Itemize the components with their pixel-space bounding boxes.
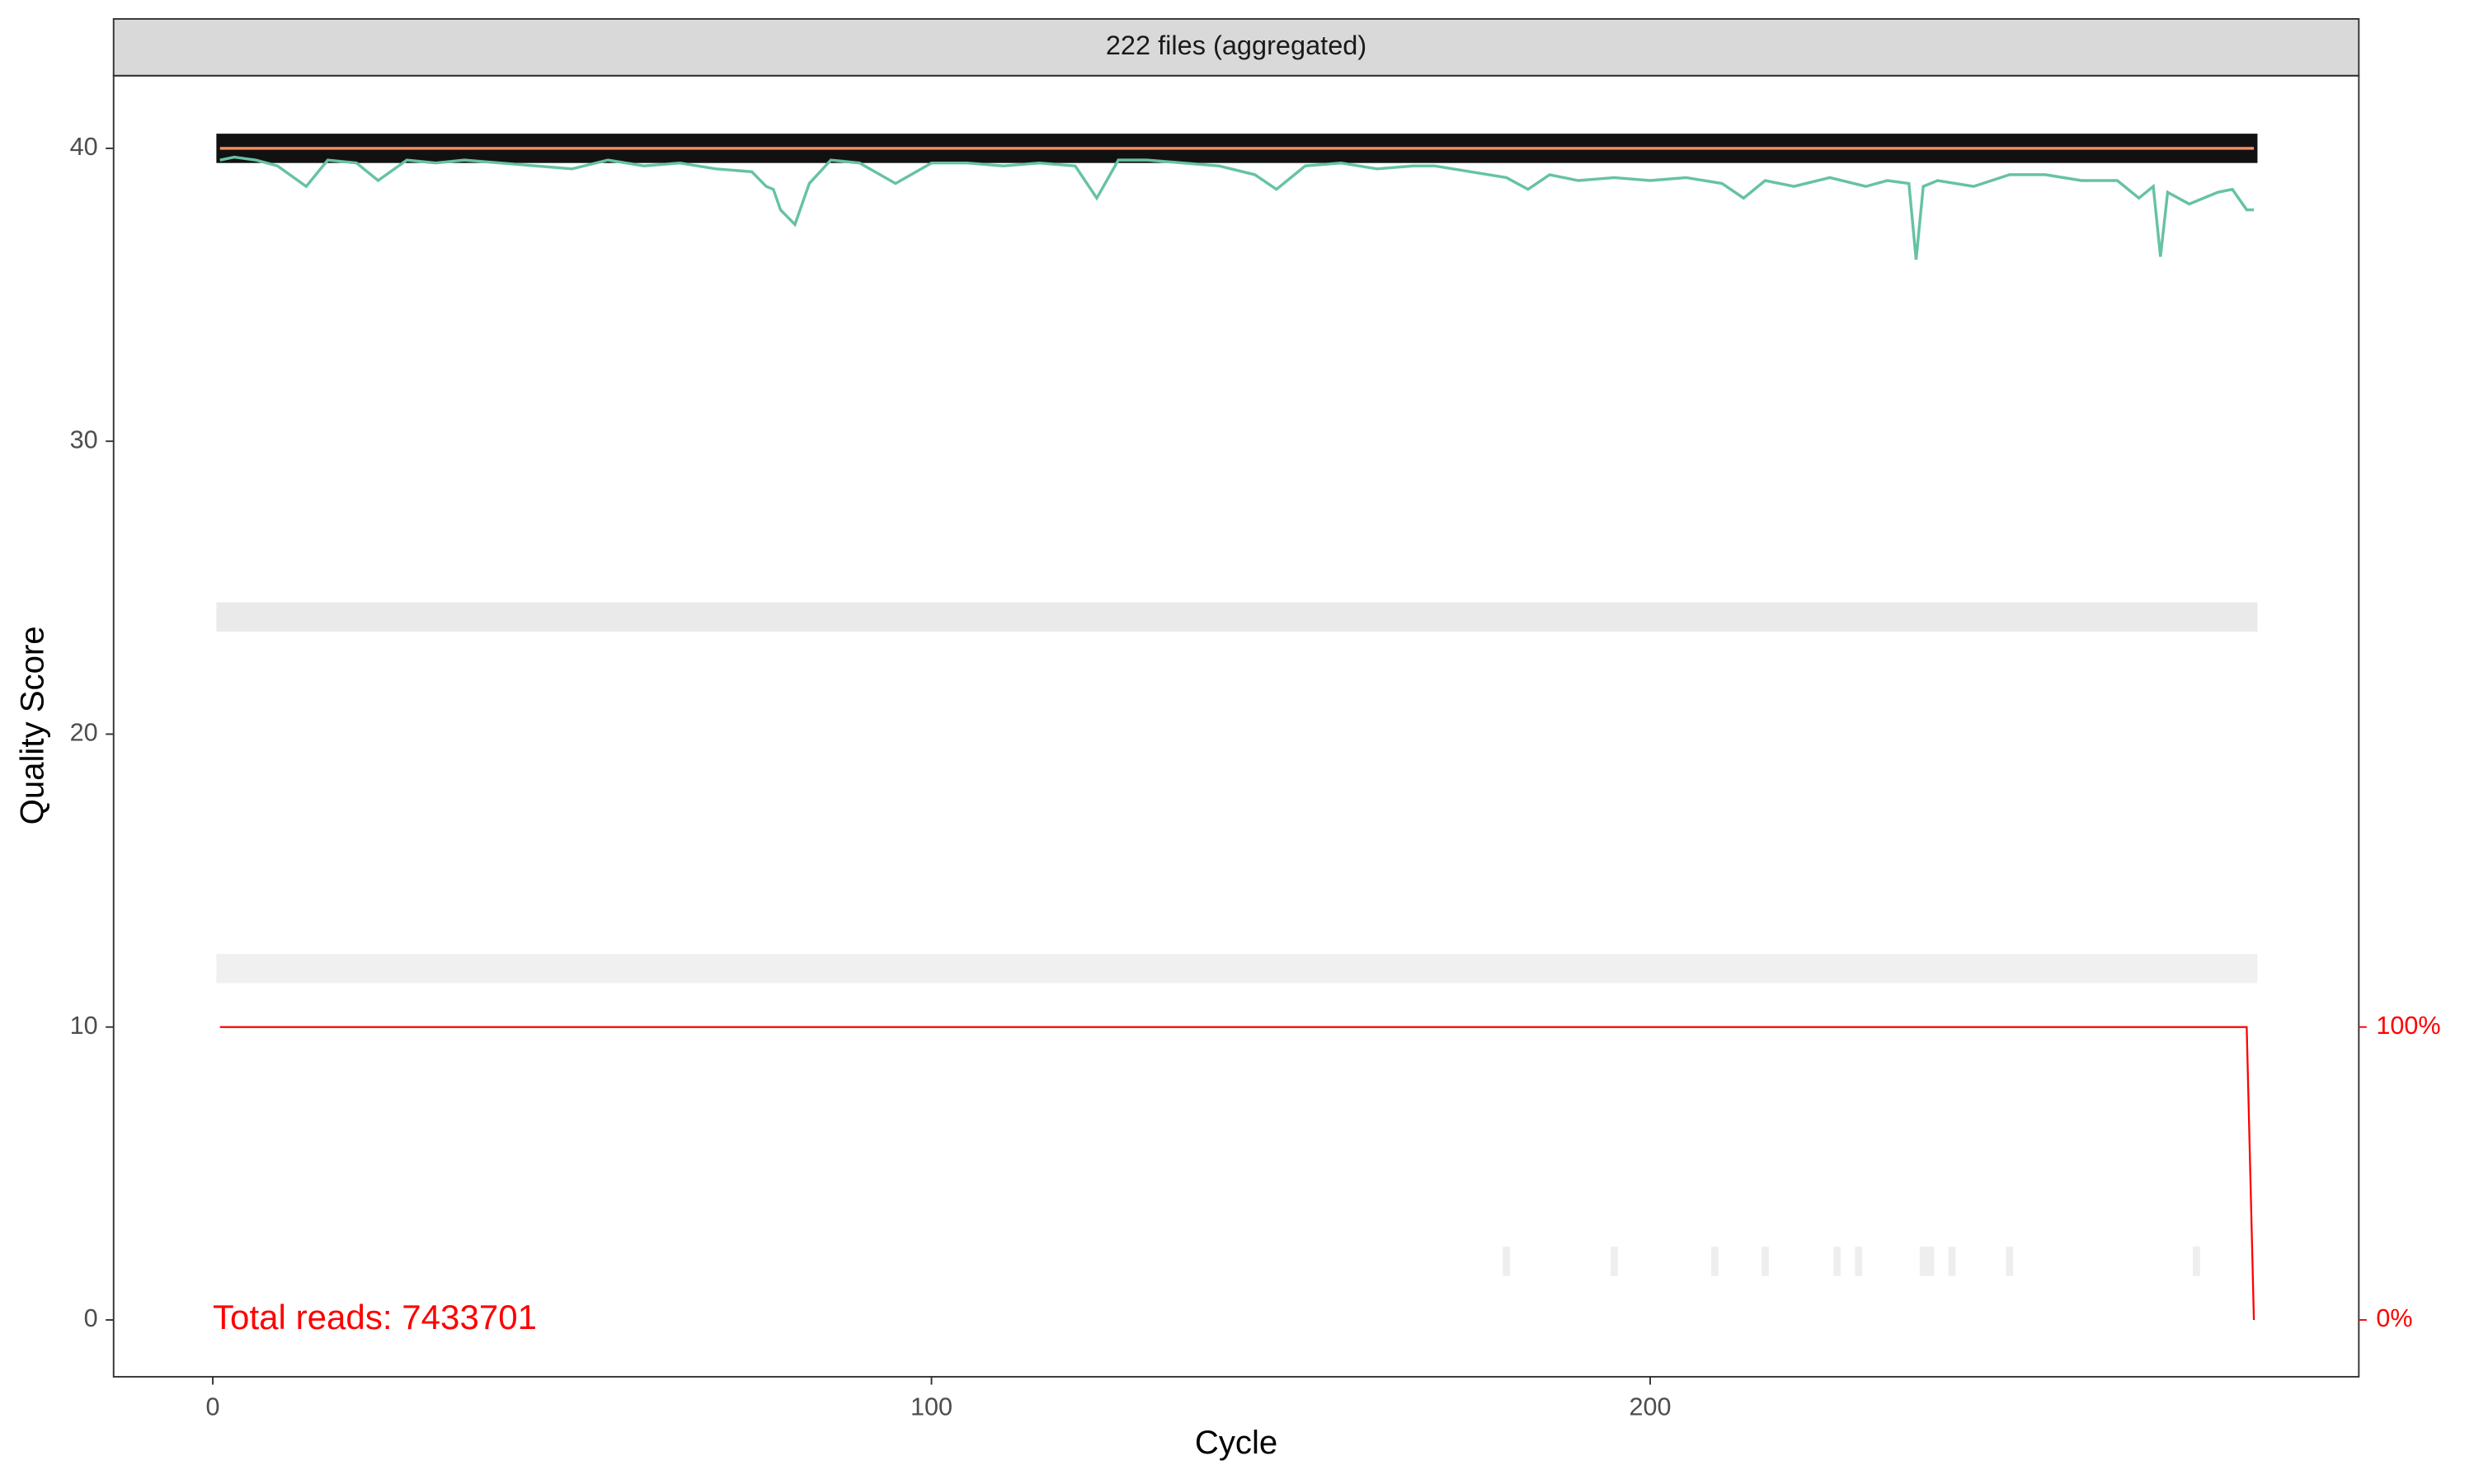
heatmap-tile <box>1855 1247 1863 1276</box>
facet-strip <box>112 17 2360 77</box>
y-tick-label: 30 <box>70 425 98 453</box>
heatmap-tile <box>1926 1247 1935 1276</box>
total-reads-annotation: Total reads: 7433701 <box>213 1298 537 1336</box>
y-tick-label: 20 <box>70 719 98 747</box>
heatmap-tile <box>2193 1247 2200 1276</box>
x-tick-label: 200 <box>1630 1392 1672 1421</box>
y-tick-label: 0 <box>84 1304 98 1332</box>
series-line <box>219 1026 2255 1321</box>
panel-border <box>112 74 2360 1378</box>
series-line <box>219 155 2255 261</box>
heatmap-tile <box>1948 1247 1956 1276</box>
heatmap-band <box>216 953 2258 984</box>
x-axis-label: Cycle <box>1195 1424 1277 1461</box>
heatmap-tile <box>1833 1247 1841 1276</box>
facet-title: 222 files (aggregated) <box>1106 31 1366 60</box>
heatmap-tile <box>1919 1247 1927 1276</box>
y-tick-label: 40 <box>70 133 98 161</box>
heatmap-band <box>216 602 2258 632</box>
heatmap-tile <box>2006 1247 2014 1276</box>
heatmap-tile <box>1611 1247 1618 1276</box>
y2-tick-label: 100% <box>2376 1012 2440 1040</box>
heatmap-tile <box>1761 1247 1769 1276</box>
y-tick-label: 10 <box>70 1012 98 1040</box>
x-tick-label: 100 <box>910 1392 952 1421</box>
y2-tick-label: 0% <box>2376 1304 2412 1332</box>
x-tick-label: 0 <box>206 1392 220 1421</box>
heatmap-tile <box>1711 1247 1719 1276</box>
heatmap-tile <box>1503 1247 1511 1276</box>
y-axis-label: Quality Score <box>14 626 51 824</box>
